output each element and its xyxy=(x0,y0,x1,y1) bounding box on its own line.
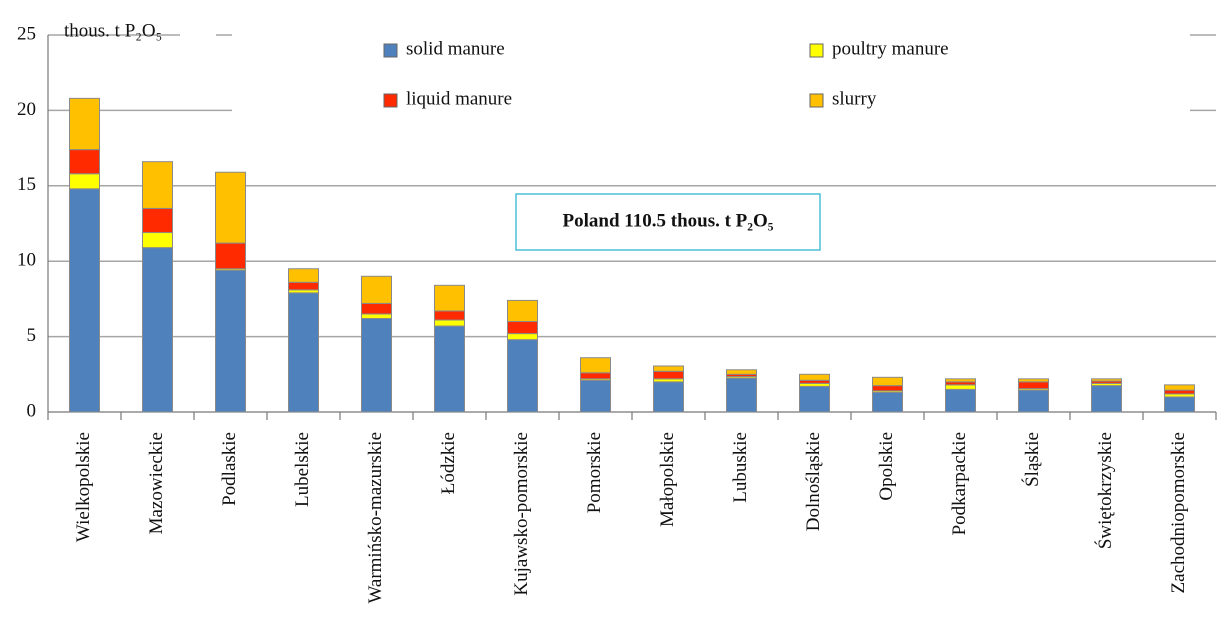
bar-segment xyxy=(361,318,392,413)
bar-segment xyxy=(653,365,684,372)
y-tick-label: 10 xyxy=(17,250,36,271)
legend-label: liquid manure xyxy=(406,88,512,109)
bar-segment xyxy=(799,373,830,381)
x-tick-label: Zachodniopomorskie xyxy=(1168,432,1189,593)
x-tick-label: Lubelskie xyxy=(292,432,313,507)
bar-segment xyxy=(215,269,246,413)
label-background xyxy=(180,22,216,48)
x-tick-label: Mazowieckie xyxy=(146,432,167,534)
bar-segment xyxy=(288,268,319,283)
y-tick-label: 25 xyxy=(17,23,36,44)
bar-segment xyxy=(142,207,173,234)
bar-segment xyxy=(142,247,173,413)
x-tick-label: Dolnośląskie xyxy=(803,432,824,531)
bar-segment xyxy=(726,369,757,375)
bar-segment xyxy=(1091,385,1122,413)
y-tick-label: 0 xyxy=(27,400,37,421)
x-tick-label: Warmińsko-mazurskie xyxy=(365,432,386,604)
bar-segment xyxy=(507,333,538,341)
bar-segment xyxy=(945,388,976,413)
bar-segment xyxy=(580,357,611,374)
bar-segment xyxy=(434,284,465,312)
bar-segment xyxy=(1018,381,1049,390)
x-tick-label: Kujawsko-pomorskie xyxy=(511,432,532,596)
y-tick-label: 5 xyxy=(27,325,37,346)
bar-segment xyxy=(1018,378,1049,383)
x-tick-label: Śląskie xyxy=(1021,432,1043,487)
bar-segment xyxy=(872,376,903,387)
bar-segment xyxy=(69,188,100,413)
bar-segment xyxy=(215,242,246,270)
bar-segment xyxy=(1018,389,1049,413)
bar-segment xyxy=(799,385,830,413)
legend-swatch xyxy=(809,43,824,58)
x-tick-label: Podlaskie xyxy=(219,432,240,506)
bar-segment xyxy=(872,391,903,413)
bar-segment xyxy=(872,385,903,392)
bar-segment xyxy=(361,275,392,304)
x-tick-label: Lubuskie xyxy=(730,432,751,503)
bar-segment xyxy=(434,310,465,321)
bar-segment xyxy=(507,299,538,323)
bar-segment xyxy=(288,292,319,413)
bar-segment xyxy=(142,232,173,249)
bar-segment xyxy=(69,149,100,175)
annotation: Poland 110.5 thous. t P₂O₅ xyxy=(563,210,774,231)
legend-swatch xyxy=(809,93,824,108)
bar-segment xyxy=(1091,378,1122,382)
bar-segment xyxy=(142,161,173,209)
bar-segment xyxy=(507,321,538,335)
bar-segment xyxy=(726,377,757,413)
x-tick-label: Łódzkie xyxy=(438,432,459,494)
x-tick-label: Opolskie xyxy=(876,432,897,501)
bar-segment xyxy=(1164,396,1195,413)
annotation-box xyxy=(515,193,821,251)
legend-background xyxy=(232,28,1190,124)
y-tick-label: 20 xyxy=(17,99,36,120)
bar-segment xyxy=(288,281,319,291)
x-tick-label: Podkarpackie xyxy=(949,432,970,535)
legend-label: solid manure xyxy=(406,38,505,59)
legend-swatch xyxy=(383,43,398,58)
legend-label: poultry manure xyxy=(832,38,949,59)
bar-segment xyxy=(507,339,538,413)
bar-segment xyxy=(361,302,392,315)
bar-segment xyxy=(215,171,246,244)
bar-segment xyxy=(580,372,611,380)
bar-segment xyxy=(653,370,684,380)
legend-swatch xyxy=(383,93,398,108)
bar-segment xyxy=(945,378,976,383)
y-tick-label: 15 xyxy=(17,174,36,195)
legend-label: slurry xyxy=(832,88,877,109)
bar-segment xyxy=(69,173,100,190)
bar-segment xyxy=(1164,384,1195,391)
bar-segment xyxy=(1164,389,1195,395)
x-tick-label: Świętokrzyskie xyxy=(1094,432,1116,549)
bar-segment xyxy=(434,325,465,413)
x-tick-label: Pomorskie xyxy=(584,432,605,513)
y-axis-label: thous. t P₂O₅ xyxy=(64,20,162,41)
bar-segment xyxy=(434,319,465,327)
bar-segment xyxy=(945,384,976,390)
x-tick-label: Małopolskie xyxy=(657,432,678,527)
bar-segment xyxy=(361,313,392,320)
bar-segment xyxy=(653,381,684,413)
x-tick-label: Wielkopolskie xyxy=(73,432,94,542)
bar-segment xyxy=(580,379,611,413)
bar-segment xyxy=(69,97,100,151)
